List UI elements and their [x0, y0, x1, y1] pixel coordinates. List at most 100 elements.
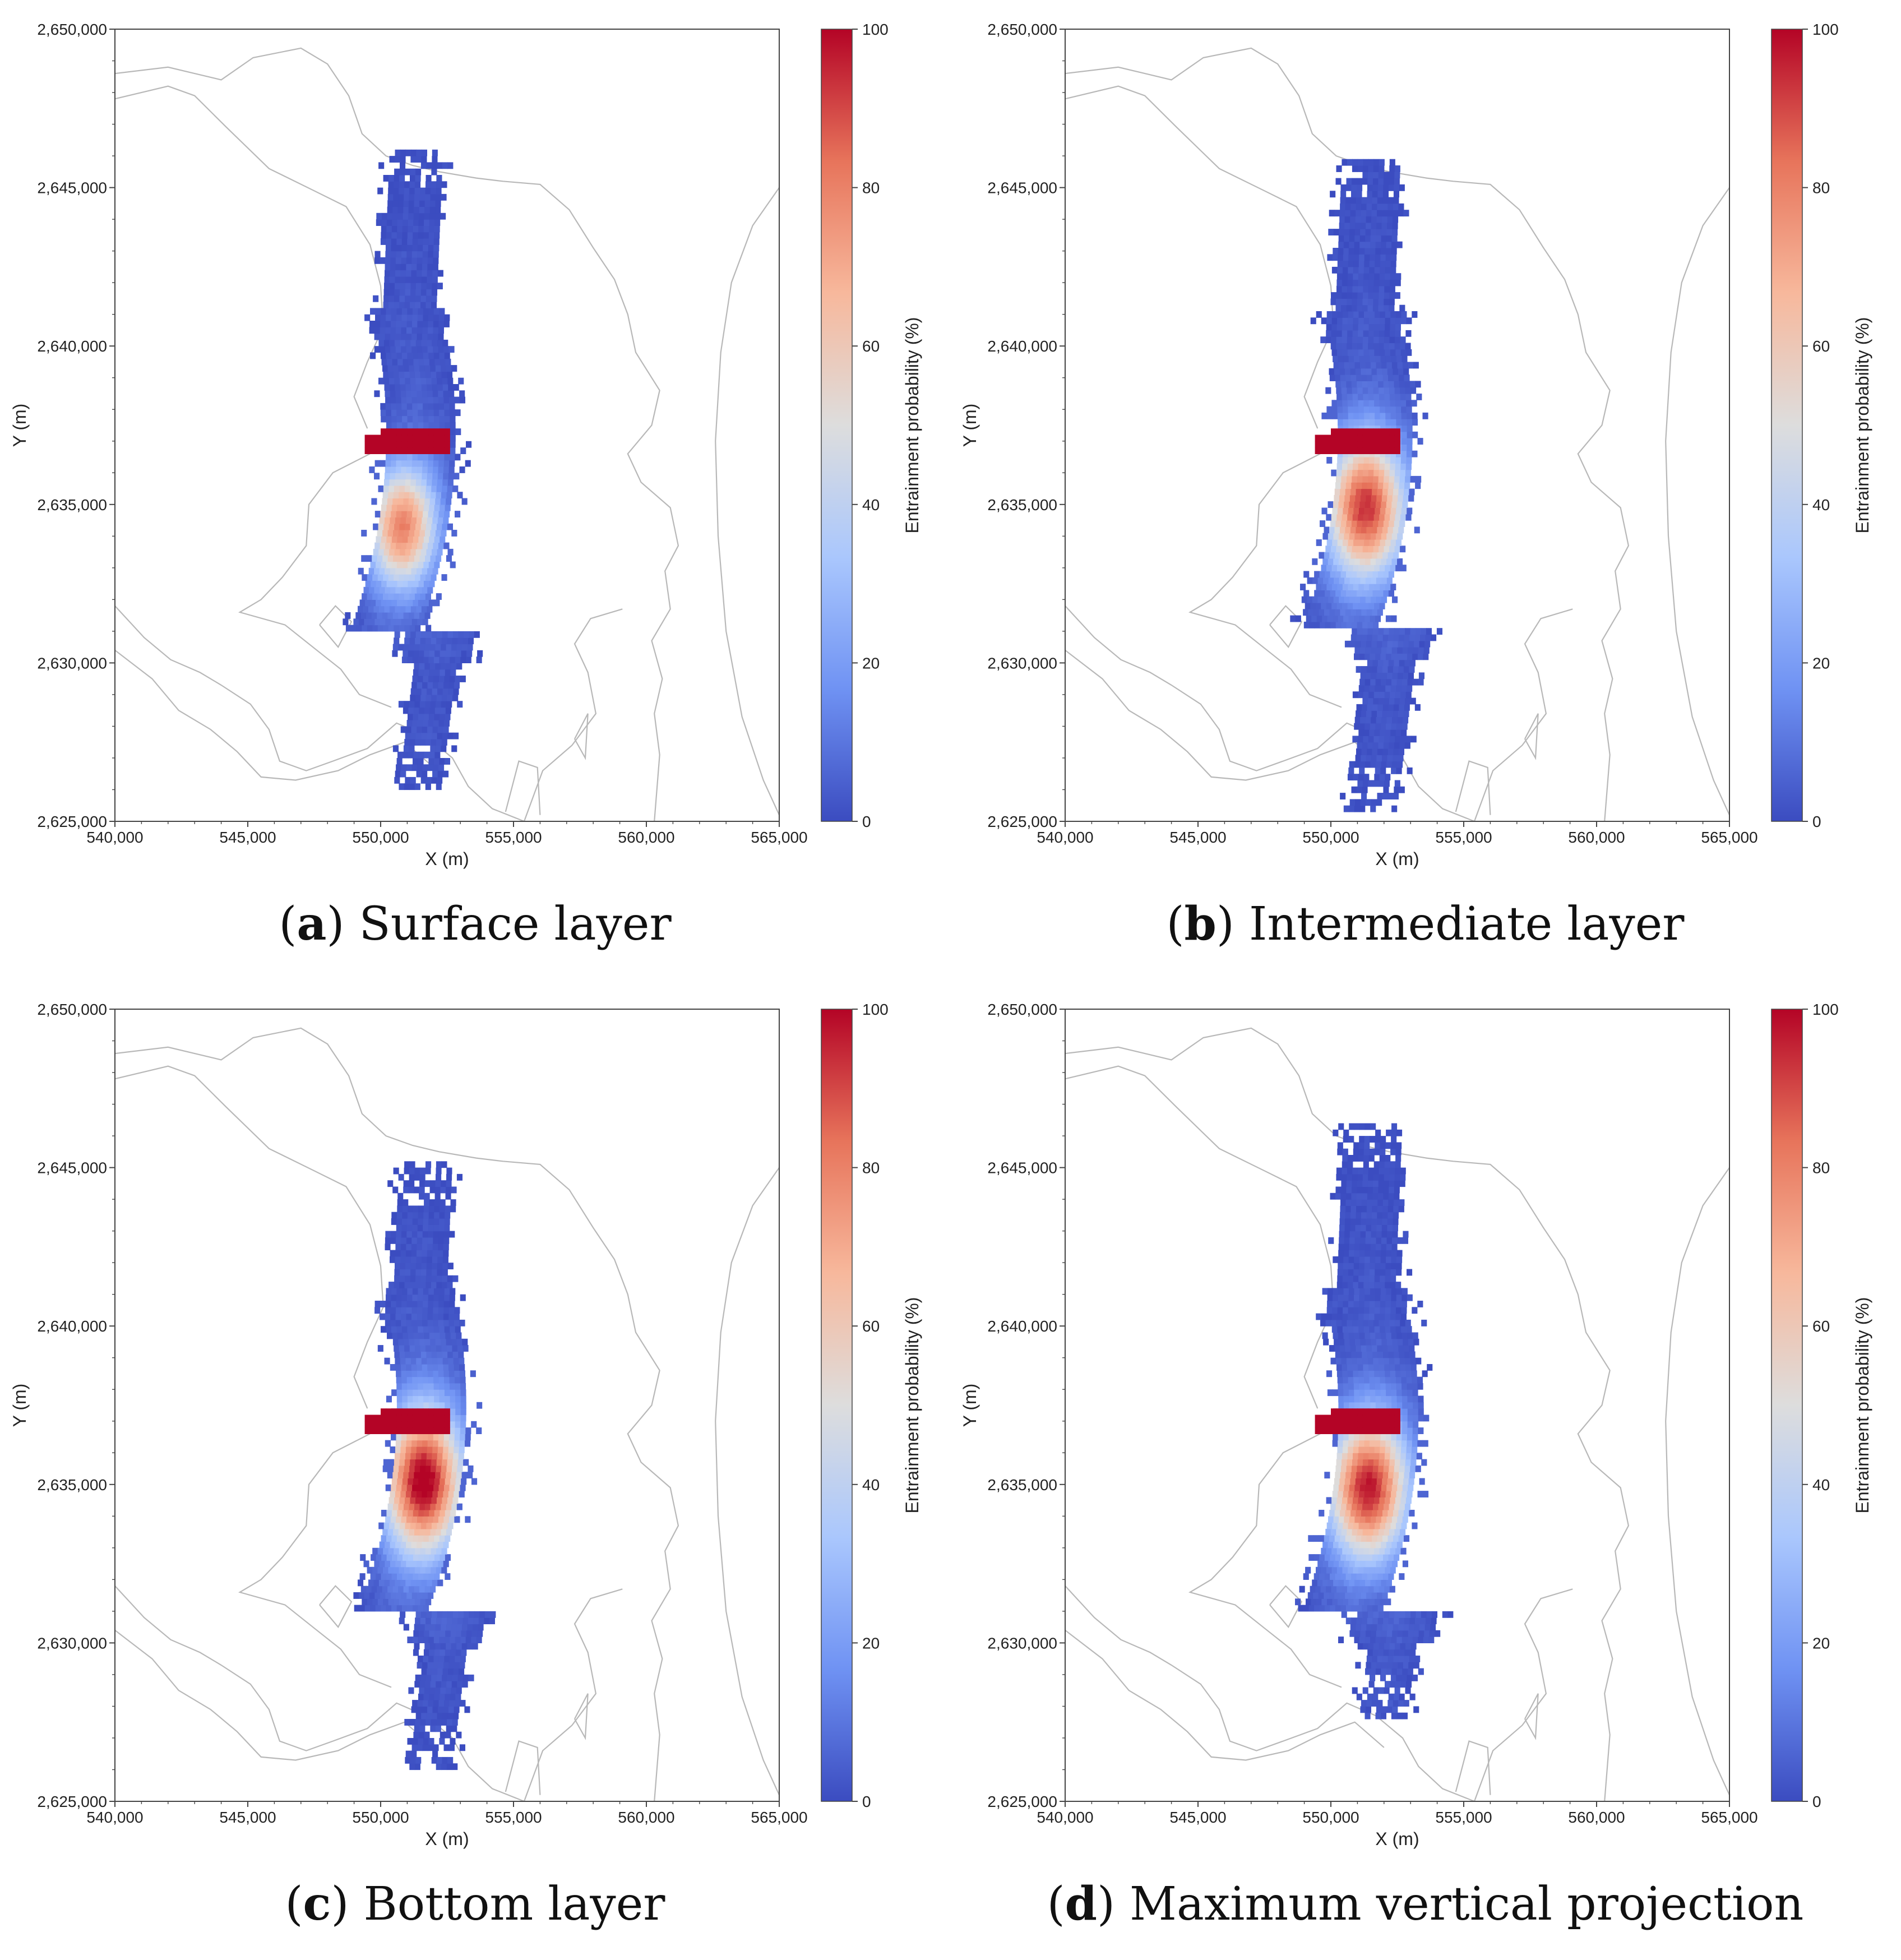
- heatmap-cell: [422, 1516, 428, 1523]
- heatmap-cell: [405, 1491, 411, 1497]
- heatmap-cell: [1391, 235, 1398, 242]
- heatmap-cell: [1331, 447, 1337, 454]
- heatmap-cell: [428, 720, 434, 727]
- heatmap-cell: [441, 701, 447, 708]
- heatmap-cell: [434, 751, 441, 759]
- heatmap-cell: [484, 1617, 490, 1625]
- heatmap-cell: [1382, 191, 1389, 198]
- heatmap-cell: [1344, 494, 1350, 502]
- heatmap-cell: [395, 1364, 401, 1371]
- heatmap-cell: [1361, 793, 1367, 799]
- heatmap-cell: [1331, 349, 1338, 356]
- heatmap-cell: [358, 618, 364, 626]
- heatmap-cell: [1384, 736, 1390, 743]
- heatmap-cell: [1381, 1706, 1387, 1713]
- heatmap-cell: [1404, 1649, 1410, 1656]
- heatmap-cell: [404, 1566, 410, 1574]
- heatmap-cell: [1379, 165, 1385, 172]
- heatmap-cell: [436, 485, 442, 492]
- heatmap-cell: [1348, 1383, 1354, 1390]
- heatmap-cell: [1372, 1573, 1378, 1580]
- heatmap-cell: [401, 454, 408, 461]
- heatmap-cell: [1315, 603, 1321, 609]
- heatmap-cell: [1371, 755, 1377, 762]
- heatmap-cell: [1387, 552, 1394, 559]
- heatmap-cell: [1379, 780, 1385, 787]
- heatmap-cell: [434, 1554, 440, 1561]
- heatmap-cell: [398, 555, 404, 562]
- heatmap-cell: [415, 485, 421, 492]
- heatmap-cell: [429, 1510, 435, 1517]
- heatmap-cell: [423, 676, 429, 682]
- heatmap-cell: [1357, 1611, 1363, 1618]
- heatmap-cell: [1396, 1668, 1403, 1675]
- heatmap-cell: [435, 1624, 441, 1631]
- heatmap-cell: [1422, 1440, 1428, 1447]
- heatmap-cell: [380, 618, 386, 626]
- heatmap-cell: [395, 770, 401, 778]
- heatmap-cell: [425, 1681, 431, 1688]
- heatmap-cell: [1386, 1395, 1392, 1403]
- coastline-segment-1: [1065, 85, 1334, 429]
- heatmap-cell: [418, 1731, 424, 1739]
- heatmap-cell: [428, 1656, 434, 1662]
- heatmap-cell: [406, 1560, 412, 1568]
- heatmap-cell: [1365, 596, 1371, 603]
- heatmap-cell: [1353, 1446, 1359, 1453]
- heatmap-cell: [398, 365, 404, 372]
- heatmap-cell: [401, 333, 407, 340]
- heatmap-cell: [436, 181, 442, 188]
- heatmap-cell: [1418, 1427, 1424, 1434]
- heatmap-cell: [1401, 507, 1407, 515]
- heatmap-cell: [1348, 266, 1354, 274]
- heatmap-cell: [456, 1332, 462, 1339]
- heatmap-cell: [421, 1256, 427, 1263]
- heatmap-cell: [1366, 1510, 1372, 1517]
- heatmap-cell: [443, 473, 449, 480]
- heatmap-cell: [1359, 1434, 1365, 1441]
- heatmap-cell: [448, 466, 455, 473]
- heatmap-cell: [1400, 1547, 1407, 1555]
- heatmap-cell: [1356, 1617, 1362, 1625]
- heatmap-cell: [1391, 1516, 1398, 1523]
- heatmap-cell: [385, 1313, 391, 1320]
- heatmap-cell: [1373, 1585, 1380, 1593]
- heatmap-cell: [402, 1535, 408, 1542]
- heatmap-cell: [1372, 1649, 1379, 1656]
- heatmap-cell: [420, 776, 427, 784]
- heatmap-cell: [438, 1370, 444, 1377]
- heatmap-cell: [450, 1414, 456, 1422]
- heatmap-cell: [429, 225, 435, 233]
- heatmap-cell: [370, 1421, 376, 1428]
- heatmap-cell: [384, 276, 390, 283]
- heatmap-cell: [1348, 254, 1354, 261]
- heatmap-cell: [1389, 1649, 1395, 1656]
- heatmap-cell: [437, 1712, 443, 1719]
- heatmap-cell: [1357, 520, 1363, 527]
- chart-b: 540,000 545,000 550,000 555,000 560,000 565,0…: [960, 21, 1872, 869]
- heatmap-cell: [413, 1402, 419, 1409]
- heatmap-cell: [1331, 565, 1338, 572]
- heatmap-cell: [443, 321, 450, 327]
- heatmap-cell: [460, 676, 466, 682]
- heatmap-cell: [1342, 349, 1348, 356]
- heatmap-cell: [428, 1370, 434, 1377]
- heatmap-cell: [399, 783, 405, 791]
- heatmap-cell: [1382, 216, 1388, 223]
- heatmap-cell: [366, 1585, 372, 1593]
- heatmap-cell: [1366, 640, 1372, 648]
- heatmap-cell: [1359, 761, 1366, 768]
- heatmap-cell: [422, 460, 428, 467]
- heatmap-cell: [1365, 235, 1371, 242]
- heatmap-cell: [364, 1427, 371, 1434]
- heatmap-cell: [1349, 229, 1356, 235]
- heatmap-cell: [428, 1573, 434, 1580]
- heatmap-cell: [407, 1326, 413, 1333]
- heatmap-cell: [431, 168, 437, 175]
- heatmap-cell: [1407, 419, 1413, 426]
- heatmap-cell: [474, 1611, 480, 1618]
- heatmap-cell: [1383, 1554, 1389, 1561]
- heatmap-cell: [453, 1453, 459, 1460]
- heatmap-cell: [446, 1725, 452, 1732]
- heatmap-cell: [415, 523, 422, 530]
